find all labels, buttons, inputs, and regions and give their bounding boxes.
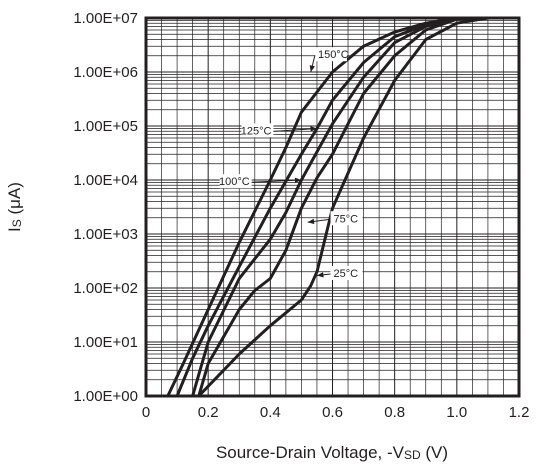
x-tick-label: 1.0	[446, 404, 467, 421]
series-line-125c	[175, 16, 481, 398]
y-tick-label: 1.00E+02	[73, 280, 138, 297]
annotation-background-25c	[330, 265, 363, 280]
annotation-background-150c	[314, 47, 347, 62]
y-axis-title-main: I	[5, 227, 24, 232]
series-line-100c	[191, 16, 484, 398]
plot-frame	[144, 16, 521, 398]
y-tick-label: 1.00E+07	[73, 10, 138, 27]
y-tick-label: 1.00E+06	[73, 64, 138, 81]
y-axis-title-subscript: S	[10, 219, 24, 227]
annotation-background-100c	[219, 174, 252, 189]
x-axis-title-subscript: SD	[404, 448, 421, 462]
y-tick-label: 1.00E+04	[73, 172, 138, 189]
x-tick-label: 0	[142, 404, 150, 421]
x-tick-label: 0.8	[384, 404, 405, 421]
annotation-arrowhead-150c	[309, 65, 315, 72]
x-tick-labels: 0 0.2 0.4 0.6 0.8 1.0 1.2	[142, 404, 530, 421]
y-tick-label: 1.00E+05	[73, 118, 138, 135]
y-tick-label: 1.00E+03	[73, 226, 138, 243]
x-axis-title-main: Source-Drain Voltage, -V	[216, 443, 405, 462]
series-line-25c	[197, 16, 490, 398]
x-tick-label: 0.2	[198, 404, 219, 421]
annotation-arrowhead-25c	[316, 272, 324, 278]
x-axis-title: Source-Drain Voltage, -VSD (V)	[216, 443, 448, 462]
y-tick-label: 1.00E+01	[73, 334, 138, 351]
x-axis-title-unit: (V)	[421, 443, 448, 462]
annotation-background-125c	[241, 123, 274, 138]
x-tick-label: 0.6	[322, 404, 343, 421]
y-axis-title-unit: (μA)	[5, 182, 24, 219]
series-line-75c	[197, 16, 490, 398]
x-tick-label: 0.4	[260, 404, 281, 421]
annotation-arrowhead-100c	[294, 177, 302, 184]
annotation-label-100c: 100°C	[219, 176, 250, 188]
series-lines	[166, 16, 490, 398]
annotation-arrowhead-75c	[307, 218, 315, 225]
annotation-label-25c: 25°C	[334, 268, 359, 280]
annotation-arrowhead-125c	[310, 126, 317, 132]
y-axis-title: IS (μA)	[5, 182, 24, 232]
annotation-label-125c: 125°C	[241, 125, 272, 137]
annotations: 150°C 125°C 100°C 75°C 25°C	[219, 47, 363, 280]
annotation-leader-125c	[273, 127, 317, 132]
x-tick-label: 1.2	[509, 404, 530, 421]
annotation-background-75c	[330, 211, 363, 226]
y-tick-labels: 1.00E+00 1.00E+01 1.00E+02 1.00E+03 1.00E+04…	[73, 10, 138, 405]
annotation-label-150c: 150°C	[318, 49, 349, 61]
annotation-label-75c: 75°C	[334, 213, 359, 225]
y-tick-label: 1.00E+00	[73, 388, 138, 405]
annotation-leader-100c	[251, 179, 302, 183]
